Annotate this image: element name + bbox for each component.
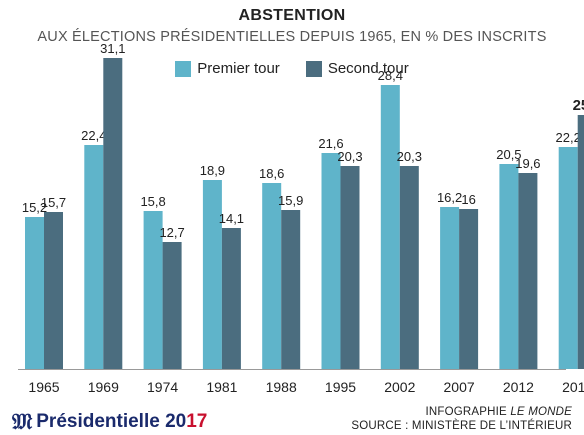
bar-2007-first-round: [440, 207, 460, 369]
bar-1969-first-round: [84, 145, 104, 369]
data-label-1981-first-round: 18,9: [200, 163, 225, 178]
bar-2017-second-round: [577, 115, 584, 369]
data-label-2007-first-round: 16,2: [437, 190, 462, 205]
data-label-1969-first-round: 22,4: [81, 128, 106, 143]
legend-item-second-round: Second tour: [305, 60, 409, 77]
data-label-1988-first-round: 18,6: [259, 166, 284, 181]
bar-1965-first-round: [25, 217, 44, 369]
data-label-1981-second-round: 14,1: [219, 211, 244, 226]
x-tick-label-2007: 2007: [444, 379, 475, 395]
data-label-1965-second-round: 15,7: [41, 195, 66, 210]
bar-1988-first-round: [262, 183, 282, 369]
x-tick-label-2017: 2017: [562, 379, 584, 395]
data-label-2012-second-round: 19,6: [515, 156, 540, 171]
data-label-2002-second-round: 20,3: [397, 149, 422, 164]
data-label-1965-first-round: 15,2: [22, 200, 47, 215]
x-tick-label-1969: 1969: [88, 379, 119, 395]
legend: Premier tour Second tour: [0, 60, 584, 77]
data-label-1974-first-round: 15,8: [140, 194, 165, 209]
legend-label-second-round: Second tour: [327, 60, 409, 77]
legend-label-first-round: Premier tour: [197, 60, 280, 77]
bar-1981-first-round: [202, 180, 222, 369]
bar-1995-first-round: [321, 153, 341, 369]
data-label-1969-second-round: 31,1: [100, 41, 125, 56]
x-tick-label-1981: 1981: [206, 379, 237, 395]
bar-1995-second-round: [340, 166, 360, 369]
bar-2012-second-round: [518, 173, 538, 369]
bar-1981-second-round: [221, 228, 241, 369]
brand-logo: 𝔐 Présidentielle 2017: [12, 409, 207, 435]
le-monde-m-icon: 𝔐: [12, 409, 33, 435]
data-label-2007-second-round: 16: [461, 192, 475, 207]
source-credit: SOURCE : MINISTÈRE DE L’INTÉRIEUR: [351, 420, 572, 432]
data-label-2017-second-round: 25,4: [573, 97, 584, 114]
data-label-1995-second-round: 20,3: [337, 149, 362, 164]
x-tick-label-1965: 1965: [28, 379, 59, 395]
data-label-2017-first-round: 22,2: [556, 130, 581, 145]
x-tick-label-2012: 2012: [503, 379, 534, 395]
footer-credits: INFOGRAPHIE LE MONDE SOURCE : MINISTÈRE …: [351, 405, 572, 433]
bar-chart: 15,215,7 1965 22,4 31,1 1969 15,8 12,7 1974 18,9…: [18, 41, 584, 395]
infographie-credit: INFOGRAPHIE LE MONDE: [425, 406, 572, 418]
bar-2002-first-round: [380, 85, 400, 369]
x-tick-label-1988: 1988: [266, 379, 297, 395]
data-label-1974-second-round: 12,7: [159, 225, 184, 240]
bar-1974-first-round: [143, 211, 163, 369]
legend-swatch-second-round: [305, 60, 322, 77]
chart-title: ABSTENTION: [238, 7, 346, 24]
data-label-1995-first-round: 21,6: [318, 136, 343, 151]
bar-1974-second-round: [162, 242, 182, 369]
bar-1988-second-round: [281, 210, 301, 369]
x-tick-label-1995: 1995: [325, 379, 356, 395]
bar-2012-first-round: [499, 164, 519, 369]
legend-swatch-first-round: [175, 60, 192, 77]
bar-2017-first-round: [558, 147, 578, 369]
legend-item-first-round: Premier tour: [175, 60, 280, 77]
data-label-1988-second-round: 15,9: [278, 193, 303, 208]
data-label-2012-first-round: 20,5: [496, 147, 521, 162]
bar-1969-second-round: [103, 58, 123, 369]
data-label-2002-first-round: 28,4: [378, 68, 403, 83]
x-tick-label-1974: 1974: [147, 379, 178, 395]
bar-2002-second-round: [399, 166, 419, 369]
bar-2007-second-round: [459, 209, 479, 369]
chart-subtitle: AUX ÉLECTIONS PRÉSIDENTIELLES DEPUIS 196…: [37, 29, 547, 45]
x-tick-label-2002: 2002: [384, 379, 415, 395]
bar-1965-second-round: [44, 212, 63, 369]
brand-text: Présidentielle 2017: [36, 411, 208, 432]
